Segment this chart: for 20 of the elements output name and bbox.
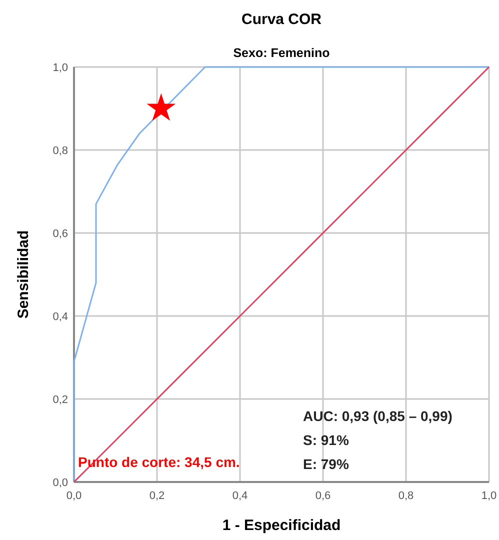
- y-tick-label: 0,6: [52, 228, 68, 240]
- y-tick-label: 1,0: [52, 62, 68, 74]
- x-tick-label: 0,2: [149, 490, 165, 502]
- y-axis-title: Sensibilidad: [15, 230, 32, 319]
- y-tick-label: 0,4: [52, 311, 68, 323]
- annotation: S: 91%: [303, 432, 350, 448]
- y-tick-label: 0,0: [52, 477, 68, 489]
- y-tick-label: 0,8: [52, 145, 68, 157]
- x-tick-label: 0,6: [315, 490, 331, 502]
- line-series: [73, 66, 490, 483]
- x-axis-title: 1 - Especificidad: [222, 517, 341, 534]
- chart-subtitle: Sexo: Femenino: [233, 46, 330, 60]
- annotation: E: 79%: [303, 456, 350, 472]
- chart-title: Curva COR: [241, 11, 322, 28]
- annotation: AUC: 0,93 (0,85 – 0,99): [303, 408, 452, 424]
- x-tick-label: 0,0: [66, 490, 82, 502]
- x-tick-label: 0,8: [398, 490, 414, 502]
- x-tick-label: 0,4: [232, 490, 248, 502]
- y-tick-label: 0,2: [52, 394, 68, 406]
- x-tick-label: 1,0: [481, 490, 497, 502]
